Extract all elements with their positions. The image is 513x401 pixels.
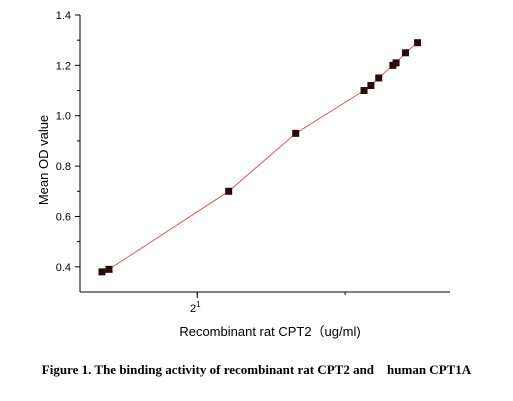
fit-curve — [101, 42, 418, 273]
data-point — [392, 59, 400, 67]
chart: 0.4 0.6 0.8 1.0 1.2 1.4 21 Mean OD value Reco… — [36, 10, 450, 339]
data-points — [98, 39, 422, 276]
plot-area: 0.4 0.6 0.8 1.0 1.2 1.4 21 — [56, 10, 450, 315]
x-ticks: 21 — [190, 292, 346, 315]
y-tick-label: 0.8 — [56, 161, 71, 173]
y-tick-label: 1.4 — [56, 10, 71, 22]
y-tick-label: 1.0 — [56, 111, 71, 123]
x-axis-title: Recombinant rat CPT2（ug/ml) — [179, 324, 360, 339]
data-point — [98, 268, 106, 276]
y-axis-title: Mean OD value — [36, 115, 51, 205]
data-point — [401, 49, 409, 57]
data-point — [414, 39, 422, 47]
y-ticks: 0.4 0.6 0.8 1.0 1.2 1.4 — [56, 10, 80, 274]
data-point — [225, 187, 233, 195]
figure-caption: Figure 1. The binding activity of recomb… — [41, 362, 472, 377]
data-point — [105, 265, 113, 273]
y-tick-label: 0.6 — [56, 211, 71, 223]
data-point — [375, 74, 383, 82]
y-tick-label: 1.2 — [56, 60, 71, 72]
data-point — [367, 82, 375, 90]
y-tick-label: 0.4 — [56, 262, 71, 274]
data-point — [360, 87, 368, 95]
data-point — [292, 129, 300, 137]
x-tick-label: 21 — [190, 300, 201, 315]
